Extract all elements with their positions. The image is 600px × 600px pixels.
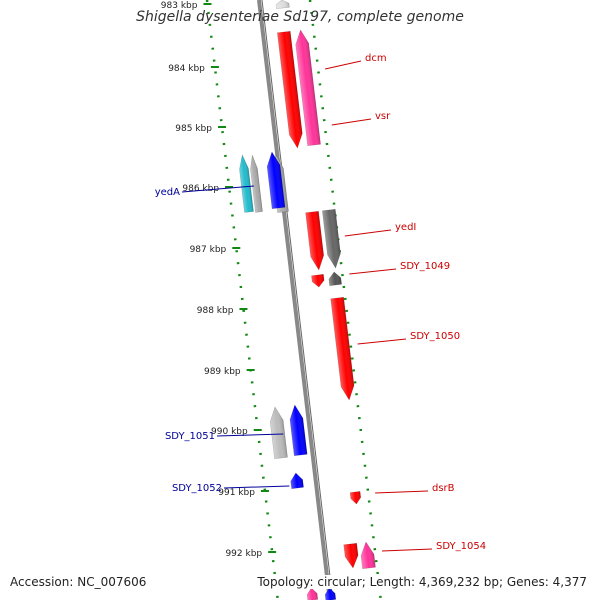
forward-label-leader — [349, 268, 397, 275]
forward-gene-label: SDY_1054 — [436, 541, 486, 552]
kbp-tick-label: 989 kbp — [204, 367, 241, 377]
genome-title: Shigella dysenteriae Sd197, complete gen… — [136, 9, 464, 25]
forward-gene-label: SDY_1050 — [410, 331, 460, 342]
backbone-line — [257, 0, 332, 600]
accession-text: Accession: NC_007606 — [8, 575, 149, 589]
kbp-tick-label: 988 kbp — [197, 306, 234, 316]
kbp-tick-label: 985 kbp — [175, 124, 212, 134]
topology-text: Topology: circular; Length: 4,369,232 bp… — [255, 575, 589, 589]
forward-label-leader — [344, 229, 392, 237]
features-layer — [239, 0, 376, 600]
forward-gene-label: vsr — [375, 111, 391, 122]
reverse-gene-label: SDY_1052 — [172, 483, 222, 494]
gene-SDY_1049-pseudo-feature — [328, 271, 342, 286]
forward-label-leader — [325, 60, 362, 70]
reverse-gene-label: yedA — [155, 187, 180, 198]
reverse-label-leader — [216, 433, 284, 437]
gene-top-feature — [275, 0, 290, 10]
gene-bottom-blue-feature — [324, 587, 337, 600]
forward-gene-label: yedI — [395, 222, 416, 233]
gene-yedA-feature — [266, 151, 286, 210]
kbp-tick-label: 984 kbp — [168, 64, 205, 74]
backbone-edge — [261, 0, 334, 600]
gene-yedA-other-feature — [239, 154, 254, 213]
reverse-label-leader — [223, 485, 290, 489]
kbp-tick-label: 992 kbp — [225, 549, 262, 559]
tracks-layer — [205, 0, 383, 600]
forward-label-leader — [357, 338, 407, 345]
gene-SDY_1050-feature — [330, 296, 355, 401]
forward-gene-label: SDY_1049 — [400, 261, 450, 272]
gene-bottom-pink-feature — [306, 587, 319, 600]
kbp-tick-label: 991 kbp — [218, 488, 255, 498]
kbp-tick-label: 983 kbp — [161, 1, 198, 11]
gene-dsrB-feature — [349, 491, 361, 505]
gene-SDY_1049-feature — [311, 274, 325, 288]
forward-label-leader — [381, 548, 433, 552]
gene-dcm-cds-feature — [295, 29, 321, 147]
kbp-tick-label: 986 kbp — [182, 184, 219, 194]
reverse-dotted-track — [205, 0, 280, 600]
labels-layer: dcm vsr yedI SDY_1049 SDY_1050 dsrB SDY_1054 ye… — [155, 53, 486, 552]
forward-label-leader — [375, 490, 429, 494]
forward-gene-label: dcm — [365, 53, 387, 64]
reverse-label-leader — [181, 185, 254, 193]
forward-gene-label: dsrB — [432, 483, 455, 494]
ticks-layer: 983 kbp 984 kbp 985 kbp 986 kbp 987 kbp 988 k… — [161, 1, 277, 559]
gene-yedI-feature — [305, 210, 324, 271]
gene-SDY_1051-gray-feature — [269, 406, 288, 460]
gene-yedA-gray-feature — [250, 154, 263, 213]
gene-yedI-pseudo-feature — [322, 208, 341, 269]
reverse-gene-label: SDY_1051 — [165, 431, 215, 442]
gene-SDY_1054-feature — [343, 542, 359, 569]
kbp-tick-label: 990 kbp — [211, 427, 248, 437]
gene-SDY_1052-feature — [290, 472, 304, 489]
gene-SDY_1054-cds-feature — [360, 541, 376, 570]
gene-dcm-feature — [277, 30, 303, 149]
forward-label-leader — [331, 118, 372, 126]
gene-SDY_1051-feature — [289, 404, 308, 457]
kbp-tick-label: 987 kbp — [190, 245, 227, 255]
